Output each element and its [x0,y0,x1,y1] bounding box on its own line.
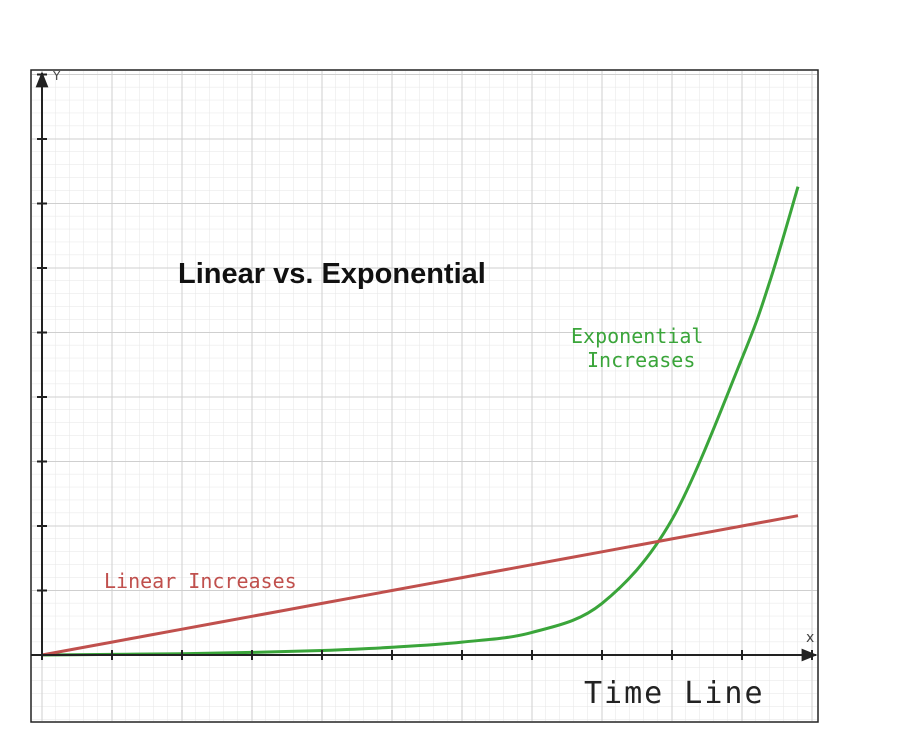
x-axis-name: x [806,630,814,646]
series [41,186,800,657]
series-line [41,186,800,657]
annotation: Linear Increases [104,569,297,593]
annotation: Exponential [571,324,703,348]
y-axis-name: Y [52,69,61,83]
ticks [37,73,813,660]
minor-grid [32,71,817,721]
x-axis-label: Time Line [584,676,765,711]
annotation: Increases [587,348,695,372]
series-line [41,514,799,657]
chart-title: Linear vs. Exponential [178,258,486,290]
